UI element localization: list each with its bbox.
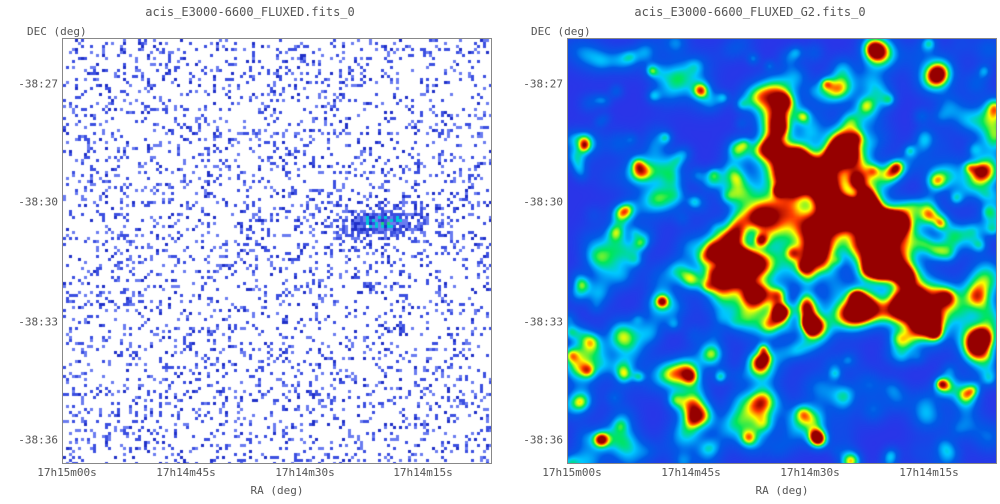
right-y-tick: -38:30 [523, 195, 563, 209]
left-x-axis-label: RA (deg) [250, 484, 304, 497]
right-x-axis-label: RA (deg) [755, 484, 809, 497]
right-y-tick: -38:36 [523, 433, 563, 447]
left-image-panel: acis_E3000-6600_FLUXED.fits_0 DEC (deg) … [18, 5, 492, 497]
right-y-tick: -38:27 [523, 77, 563, 91]
left-x-tick: 17h14m45s [156, 466, 216, 479]
left-image-title: acis_E3000-6600_FLUXED.fits_0 [145, 5, 355, 19]
left-y-tick: -38:27 [18, 77, 58, 91]
left-x-tick: 17h14m15s [393, 466, 453, 479]
right-image-canvas[interactable] [567, 38, 997, 464]
left-y-tick: -38:36 [18, 433, 58, 447]
left-x-tick: 17h14m30s [275, 466, 335, 479]
right-image-panel: acis_E3000-6600_FLUXED_G2.fits_0 DEC (de… [500, 0, 1000, 504]
right-x-tick: 17h14m30s [780, 466, 840, 479]
right-x-tick: 17h14m45s [661, 466, 721, 479]
right-x-tick: 17h15m00s [542, 466, 602, 479]
left-image-canvas[interactable] [62, 38, 492, 464]
left-y-tick: -38:30 [18, 195, 58, 209]
left-y-axis-label: DEC (deg) [27, 25, 87, 38]
smoothed-image [568, 39, 996, 463]
right-image-title: acis_E3000-6600_FLUXED_G2.fits_0 [634, 5, 866, 19]
right-y-axis-label: DEC (deg) [531, 25, 591, 38]
raw-counts-image [63, 39, 491, 463]
left-x-tick: 17h15m00s [37, 466, 97, 479]
right-y-tick: -38:33 [523, 315, 563, 329]
left-y-tick: -38:33 [18, 315, 58, 329]
right-x-tick: 17h14m15s [899, 466, 959, 479]
